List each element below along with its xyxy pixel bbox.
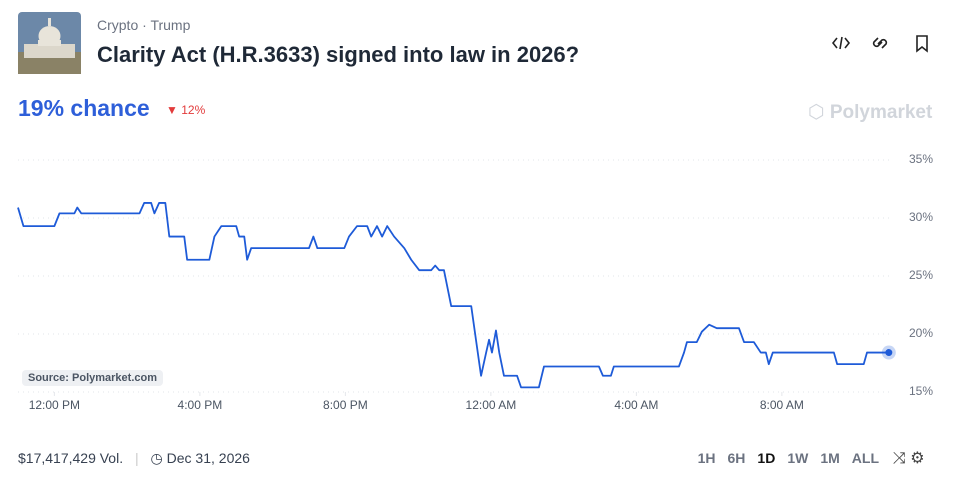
x-tick-label: 4:00 PM bbox=[178, 398, 223, 412]
line bbox=[17, 202, 889, 389]
y-tick-label: 35% bbox=[909, 152, 933, 166]
change: ▼ 12% bbox=[166, 103, 206, 117]
range-selector: 1H 6H 1D 1W 1M ALL bbox=[686, 450, 879, 468]
x-tick-label: 12:00 PM bbox=[29, 398, 80, 412]
end-date: Dec 31, 2026 bbox=[166, 450, 250, 466]
y-tick-label: 20% bbox=[909, 326, 933, 340]
market-image bbox=[18, 12, 81, 74]
end-point bbox=[885, 349, 893, 357]
footer-icons: ⤨ ⚙ bbox=[893, 450, 925, 467]
range-button[interactable]: ALL bbox=[851, 450, 879, 466]
range-button[interactable]: 1M bbox=[820, 450, 840, 466]
range-button[interactable]: 1D bbox=[757, 450, 776, 466]
actions bbox=[832, 35, 928, 53]
market-title: Clarity Act (H.R.3633) signed into law i… bbox=[97, 42, 580, 67]
brand: ⬡ Polymarket bbox=[808, 102, 933, 123]
y-tick-label: 15% bbox=[909, 384, 933, 398]
change-value: 12% bbox=[181, 103, 206, 117]
bookmark-icon[interactable] bbox=[916, 35, 928, 53]
range-button[interactable]: 1H bbox=[697, 450, 716, 466]
breadcrumb: Crypto · Trump bbox=[97, 17, 191, 33]
x-tick-label: 12:00 AM bbox=[466, 398, 517, 412]
range-button[interactable]: 6H bbox=[727, 450, 746, 466]
embed-icon[interactable] bbox=[832, 36, 851, 50]
brand-text: Polymarket bbox=[829, 102, 933, 123]
chance: 19% chance bbox=[18, 95, 150, 121]
range-button[interactable]: 1W bbox=[787, 450, 809, 466]
x-tick-label: 4:00 AM bbox=[614, 398, 658, 412]
y-tick-label: 25% bbox=[909, 268, 933, 282]
source-badge: Source: Polymarket.com bbox=[22, 370, 163, 386]
footer-info: $17,417,429 Vol. | ◷ Dec 31, 2026 bbox=[18, 450, 250, 466]
y-tick-label: 30% bbox=[909, 210, 933, 224]
volume: $17,417,429 Vol. bbox=[18, 450, 124, 466]
tag[interactable]: Trump bbox=[150, 17, 191, 33]
link-icon[interactable] bbox=[872, 37, 888, 49]
category[interactable]: Crypto bbox=[97, 17, 139, 33]
x-tick-label: 8:00 PM bbox=[323, 398, 368, 412]
x-tick-label: 8:00 AM bbox=[760, 398, 804, 412]
